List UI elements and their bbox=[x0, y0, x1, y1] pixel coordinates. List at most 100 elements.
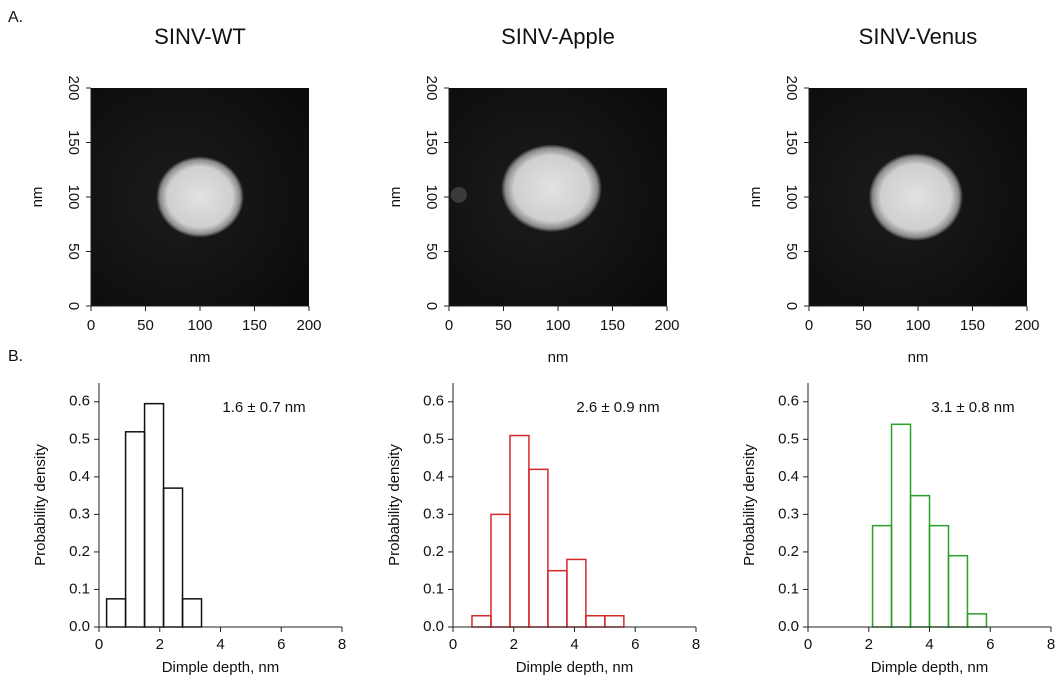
y-tick-label: 150 bbox=[423, 130, 440, 155]
bar bbox=[105, 598, 127, 628]
y-axis-label: nm bbox=[747, 187, 764, 208]
x-tick-label: 8 bbox=[338, 636, 346, 653]
x-tick-label: 200 bbox=[1014, 317, 1039, 334]
x-axis-label: Dimple depth, nm bbox=[871, 659, 989, 676]
y-tick-label: 0.1 bbox=[423, 580, 444, 597]
x-tick-label: 0 bbox=[445, 317, 453, 334]
y-tick-label: 100 bbox=[423, 184, 440, 209]
bar bbox=[566, 558, 587, 628]
y-tick-label: 200 bbox=[65, 75, 82, 100]
x-tick-label: 2 bbox=[156, 636, 164, 653]
y-tick-label: 50 bbox=[423, 243, 440, 260]
bar bbox=[181, 598, 203, 628]
x-tick-label: 0 bbox=[95, 636, 103, 653]
x-tick-label: 6 bbox=[631, 636, 639, 653]
bar bbox=[585, 614, 606, 628]
y-axis-label: Probability density bbox=[386, 444, 403, 566]
y-tick-label: 0.0 bbox=[69, 618, 90, 635]
y-tick-label: 0 bbox=[783, 302, 800, 310]
x-tick-label: 150 bbox=[600, 317, 625, 334]
y-tick-label: 200 bbox=[783, 75, 800, 100]
y-tick-label: 0.5 bbox=[69, 430, 90, 447]
y-tick-label: 0.1 bbox=[69, 580, 90, 597]
x-axis-label: nm bbox=[908, 349, 929, 366]
panel-label: B. bbox=[8, 348, 23, 365]
y-tick-label: 100 bbox=[65, 184, 82, 209]
y-tick-label: 0.5 bbox=[423, 430, 444, 447]
x-tick-label: 100 bbox=[545, 317, 570, 334]
y-axis-label: Probability density bbox=[741, 444, 758, 566]
panel-label: A. bbox=[8, 9, 23, 26]
x-tick-label: 100 bbox=[187, 317, 212, 334]
annotation: 2.6 ± 0.9 nm bbox=[576, 399, 659, 416]
x-axis-label: Dimple depth, nm bbox=[162, 659, 280, 676]
y-axis-label: Probability density bbox=[32, 444, 49, 566]
bar bbox=[124, 431, 146, 628]
y-tick-label: 0.2 bbox=[423, 543, 444, 560]
x-tick-label: 150 bbox=[960, 317, 985, 334]
bar bbox=[890, 423, 912, 628]
y-tick-label: 0.4 bbox=[778, 468, 799, 485]
bar bbox=[509, 434, 530, 628]
chart-title: SINV-Venus bbox=[859, 24, 978, 49]
x-axis-label: nm bbox=[548, 349, 569, 366]
bar bbox=[143, 402, 165, 628]
y-tick-label: 0.0 bbox=[778, 618, 799, 635]
y-tick-label: 0.4 bbox=[69, 468, 90, 485]
y-tick-label: 0.2 bbox=[778, 543, 799, 560]
particle bbox=[156, 156, 244, 238]
particle bbox=[501, 144, 602, 232]
bar bbox=[966, 613, 988, 628]
y-tick-label: 150 bbox=[783, 130, 800, 155]
x-tick-label: 50 bbox=[495, 317, 512, 334]
x-tick-label: 200 bbox=[296, 317, 321, 334]
x-tick-label: 2 bbox=[865, 636, 873, 653]
x-tick-label: 2 bbox=[510, 636, 518, 653]
y-tick-label: 0.4 bbox=[423, 468, 444, 485]
x-tick-label: 6 bbox=[986, 636, 994, 653]
x-tick-label: 6 bbox=[277, 636, 285, 653]
x-axis-label: nm bbox=[190, 349, 211, 366]
bar bbox=[162, 487, 184, 628]
bar bbox=[471, 614, 492, 628]
chart-title: SINV-WT bbox=[154, 24, 246, 49]
chart-title: SINV-Apple bbox=[501, 24, 615, 49]
x-tick-label: 200 bbox=[654, 317, 679, 334]
y-tick-label: 0.5 bbox=[778, 430, 799, 447]
x-tick-label: 4 bbox=[925, 636, 933, 653]
debris bbox=[450, 186, 467, 203]
y-tick-label: 0.6 bbox=[423, 393, 444, 410]
y-tick-label: 0.2 bbox=[69, 543, 90, 560]
bar bbox=[490, 513, 511, 628]
y-tick-label: 0.0 bbox=[423, 618, 444, 635]
bar bbox=[547, 569, 568, 628]
y-tick-label: 50 bbox=[783, 243, 800, 260]
bar bbox=[871, 524, 893, 628]
x-tick-label: 8 bbox=[1047, 636, 1055, 653]
y-tick-label: 0 bbox=[423, 302, 440, 310]
annotation: 1.6 ± 0.7 nm bbox=[222, 399, 305, 416]
y-axis-label: nm bbox=[29, 187, 46, 208]
y-tick-label: 0.1 bbox=[778, 580, 799, 597]
y-tick-label: 0.6 bbox=[69, 393, 90, 410]
x-tick-label: 50 bbox=[137, 317, 154, 334]
bar bbox=[528, 468, 549, 628]
y-tick-label: 0.3 bbox=[423, 505, 444, 522]
y-tick-label: 0.6 bbox=[778, 393, 799, 410]
y-tick-label: 0.3 bbox=[69, 505, 90, 522]
x-tick-label: 50 bbox=[855, 317, 872, 334]
y-tick-label: 100 bbox=[783, 184, 800, 209]
x-tick-label: 0 bbox=[449, 636, 457, 653]
x-tick-label: 150 bbox=[242, 317, 267, 334]
bar bbox=[928, 524, 950, 628]
y-tick-label: 50 bbox=[65, 243, 82, 260]
bar bbox=[947, 554, 969, 628]
x-tick-label: 8 bbox=[692, 636, 700, 653]
bar bbox=[604, 614, 625, 628]
particle bbox=[868, 153, 963, 241]
y-tick-label: 150 bbox=[65, 130, 82, 155]
y-tick-label: 0 bbox=[65, 302, 82, 310]
x-tick-label: 0 bbox=[87, 317, 95, 334]
y-axis-label: nm bbox=[387, 187, 404, 208]
x-axis-label: Dimple depth, nm bbox=[516, 659, 634, 676]
